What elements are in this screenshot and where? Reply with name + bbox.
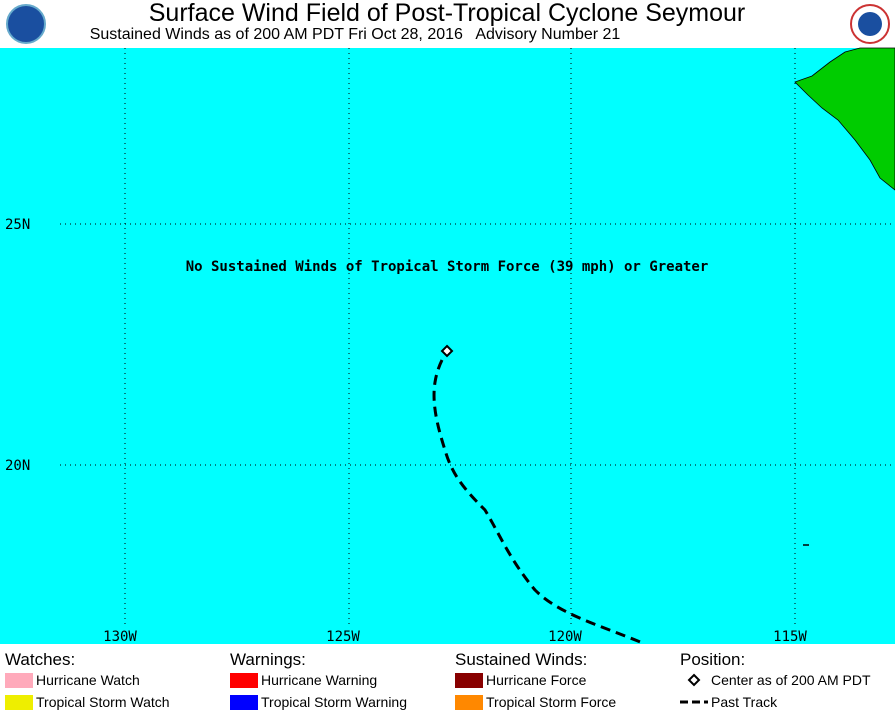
legend-label: Center as of 200 AM PDT <box>711 672 871 688</box>
lat-label: 20N <box>5 458 30 474</box>
lon-label: 125W <box>326 629 360 645</box>
lat-label: 25N <box>5 217 30 233</box>
lon-label: 115W <box>773 629 807 645</box>
graticule <box>60 48 895 625</box>
lon-label: 130W <box>103 629 137 645</box>
legend-heading: Warnings: <box>230 650 306 669</box>
legend-swatch <box>5 695 33 710</box>
legend-swatch <box>230 695 258 710</box>
subtitle: Sustained Winds as of 200 AM PDT Fri Oct… <box>90 26 621 43</box>
nws-logo-inner <box>858 12 882 36</box>
legend-swatch <box>5 673 33 688</box>
legend-diamond <box>687 673 701 687</box>
legend-label: Hurricane Watch <box>36 672 140 688</box>
legend-label: Tropical Storm Warning <box>261 694 407 710</box>
legend-heading: Watches: <box>5 650 75 669</box>
center-position <box>440 344 454 358</box>
legend-heading: Position: <box>680 650 745 669</box>
legend-label: Tropical Storm Watch <box>36 694 170 710</box>
legend-swatch <box>455 673 483 688</box>
noaa-logo <box>6 4 46 44</box>
legend-swatch <box>455 695 483 710</box>
legend: Watches: Hurricane Watch Tropical Storm Wa… <box>5 650 871 710</box>
annotation: No Sustained Winds of Tropical Storm For… <box>186 259 709 275</box>
lon-label: 120W <box>548 629 582 645</box>
title: Surface Wind Field of Post-Tropical Cycl… <box>149 0 746 27</box>
legend-label: Hurricane Warning <box>261 672 377 688</box>
legend-label: Tropical Storm Force <box>486 694 616 710</box>
legend-heading: Sustained Winds: <box>455 650 587 669</box>
legend-label: Hurricane Force <box>486 672 587 688</box>
land <box>794 47 895 191</box>
past-track <box>432 359 646 646</box>
legend-swatch <box>230 673 258 688</box>
legend-label: Past Track <box>711 694 778 710</box>
